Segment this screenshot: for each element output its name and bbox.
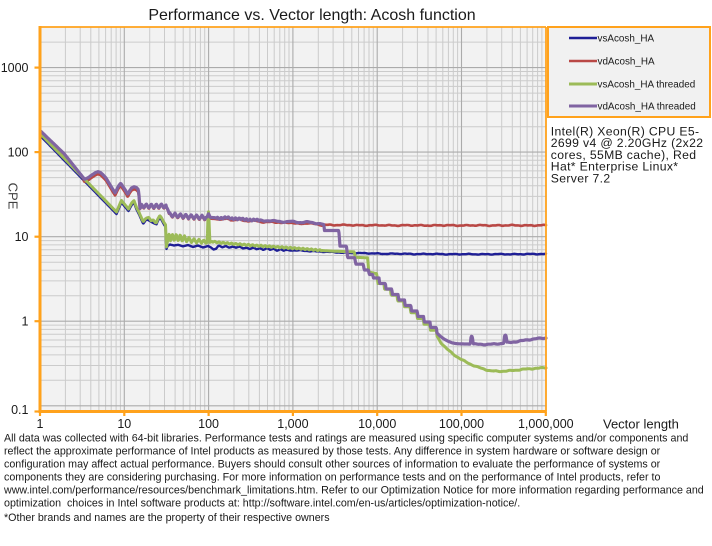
svg-text:CPE: CPE [6, 183, 21, 210]
svg-text:Performance vs. Vector length:: Performance vs. Vector length: Acosh fun… [148, 7, 475, 24]
svg-text:*Other brands and names are th: *Other brands and names are the property… [4, 512, 330, 524]
svg-text:reflect the approximate perfor: reflect the approximate performance of I… [4, 446, 661, 458]
svg-text:10,000: 10,000 [358, 417, 396, 431]
svg-text:optimization choices in Intel: optimization choices in Intel software p… [4, 498, 520, 510]
svg-text:components they are considerin: components they are considering purchasi… [4, 472, 660, 484]
svg-text:10: 10 [15, 230, 29, 244]
svg-text:1000: 1000 [1, 61, 29, 75]
svg-text:100,000: 100,000 [439, 417, 484, 431]
svg-text:1: 1 [22, 315, 29, 329]
svg-text:configuration may affect actua: configuration may affect actual performa… [4, 459, 661, 471]
svg-text:1,000: 1,000 [277, 417, 308, 431]
svg-text:1,000,000: 1,000,000 [518, 417, 574, 431]
svg-text:cores, 55MB cache), Red: cores, 55MB cache), Red [551, 148, 697, 162]
svg-text:10: 10 [117, 417, 131, 431]
svg-text:Vector length: Vector length [603, 417, 679, 432]
svg-text:1: 1 [37, 417, 44, 431]
svg-text:Server 7.2: Server 7.2 [551, 171, 611, 185]
svg-text:vdAcosh_HA: vdAcosh_HA [598, 57, 655, 68]
svg-text:2699 v4 @ 2.20GHz (2x22: 2699 v4 @ 2.20GHz (2x22 [551, 136, 704, 150]
svg-text:All data was collected with 64: All data was collected with 64-bit libra… [4, 433, 688, 445]
svg-text:vsAcosh_HA threaded: vsAcosh_HA threaded [598, 80, 696, 91]
svg-text:vdAcosh_HA threaded: vdAcosh_HA threaded [598, 102, 696, 113]
svg-text:0.1: 0.1 [11, 403, 28, 417]
svg-text:100: 100 [198, 417, 219, 431]
svg-text:Hat* Enterprise Linux*: Hat* Enterprise Linux* [551, 160, 679, 174]
svg-text:vsAcosh_HA: vsAcosh_HA [598, 34, 655, 45]
svg-text:Intel(R) Xeon(R) CPU E5-: Intel(R) Xeon(R) CPU E5- [551, 125, 700, 139]
svg-text:www.intel.com/performance/reso: www.intel.com/performance/resources/benc… [3, 485, 704, 497]
svg-text:100: 100 [8, 146, 29, 160]
